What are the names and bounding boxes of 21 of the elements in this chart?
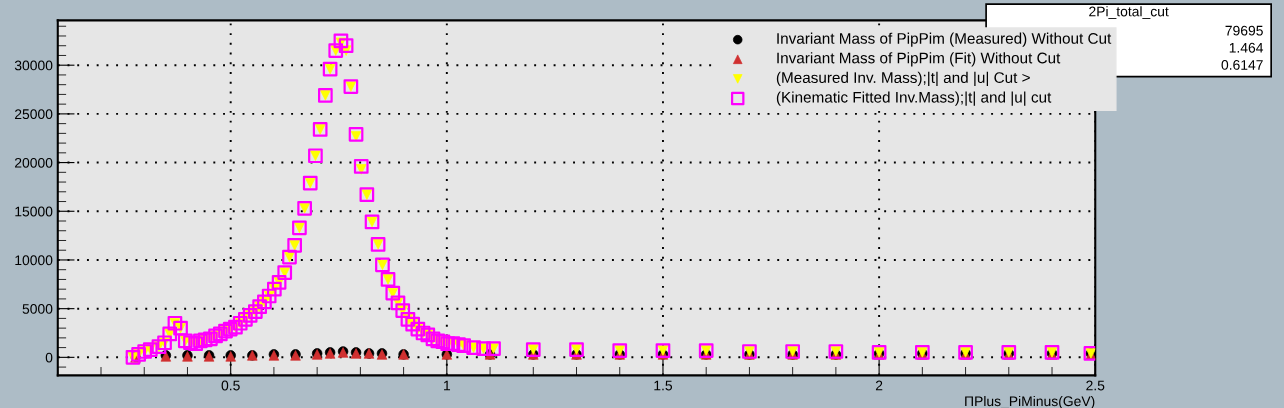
text: 79695 [1225, 25, 1263, 36]
x-tick-label: 1.5 [654, 380, 673, 391]
y-tick-label: 10000 [15, 255, 53, 266]
y-tick-label: 15000 [15, 206, 53, 217]
x-tick-label: 2 [875, 380, 883, 391]
legend-label: (Measured Inv. Mass);|t| and |u| Cut > [776, 71, 1030, 87]
text: 2Pi_total_cut [1089, 6, 1169, 19]
x-tick-label: 1 [444, 380, 451, 391]
x-tick-label: 2.5 [1086, 380, 1105, 391]
x-tick-label: 0.5 [221, 380, 240, 391]
legend-label: Invariant Mass of PipPim (Measured) Without Cut [777, 32, 1112, 47]
y-tick-label: 0 [45, 352, 53, 363]
legend-label: Invariant Mass of PipPim (Fit) Without Cut [777, 52, 1061, 67]
y-tick-label: 25000 [15, 109, 53, 120]
y-tick-label: 30000 [14, 60, 53, 71]
x-axis-title: ΠPlus_PiMinus(GeV) [965, 395, 1095, 408]
legend-label: (Kinematic Fitted Inv.Mass);|t| and |u| cut [776, 91, 1052, 106]
text: 0.6147 [1221, 59, 1263, 70]
y-tick-label: 5000 [22, 303, 53, 314]
text: 1.464 [1229, 42, 1264, 53]
y-tick-label: 20000 [15, 157, 53, 168]
